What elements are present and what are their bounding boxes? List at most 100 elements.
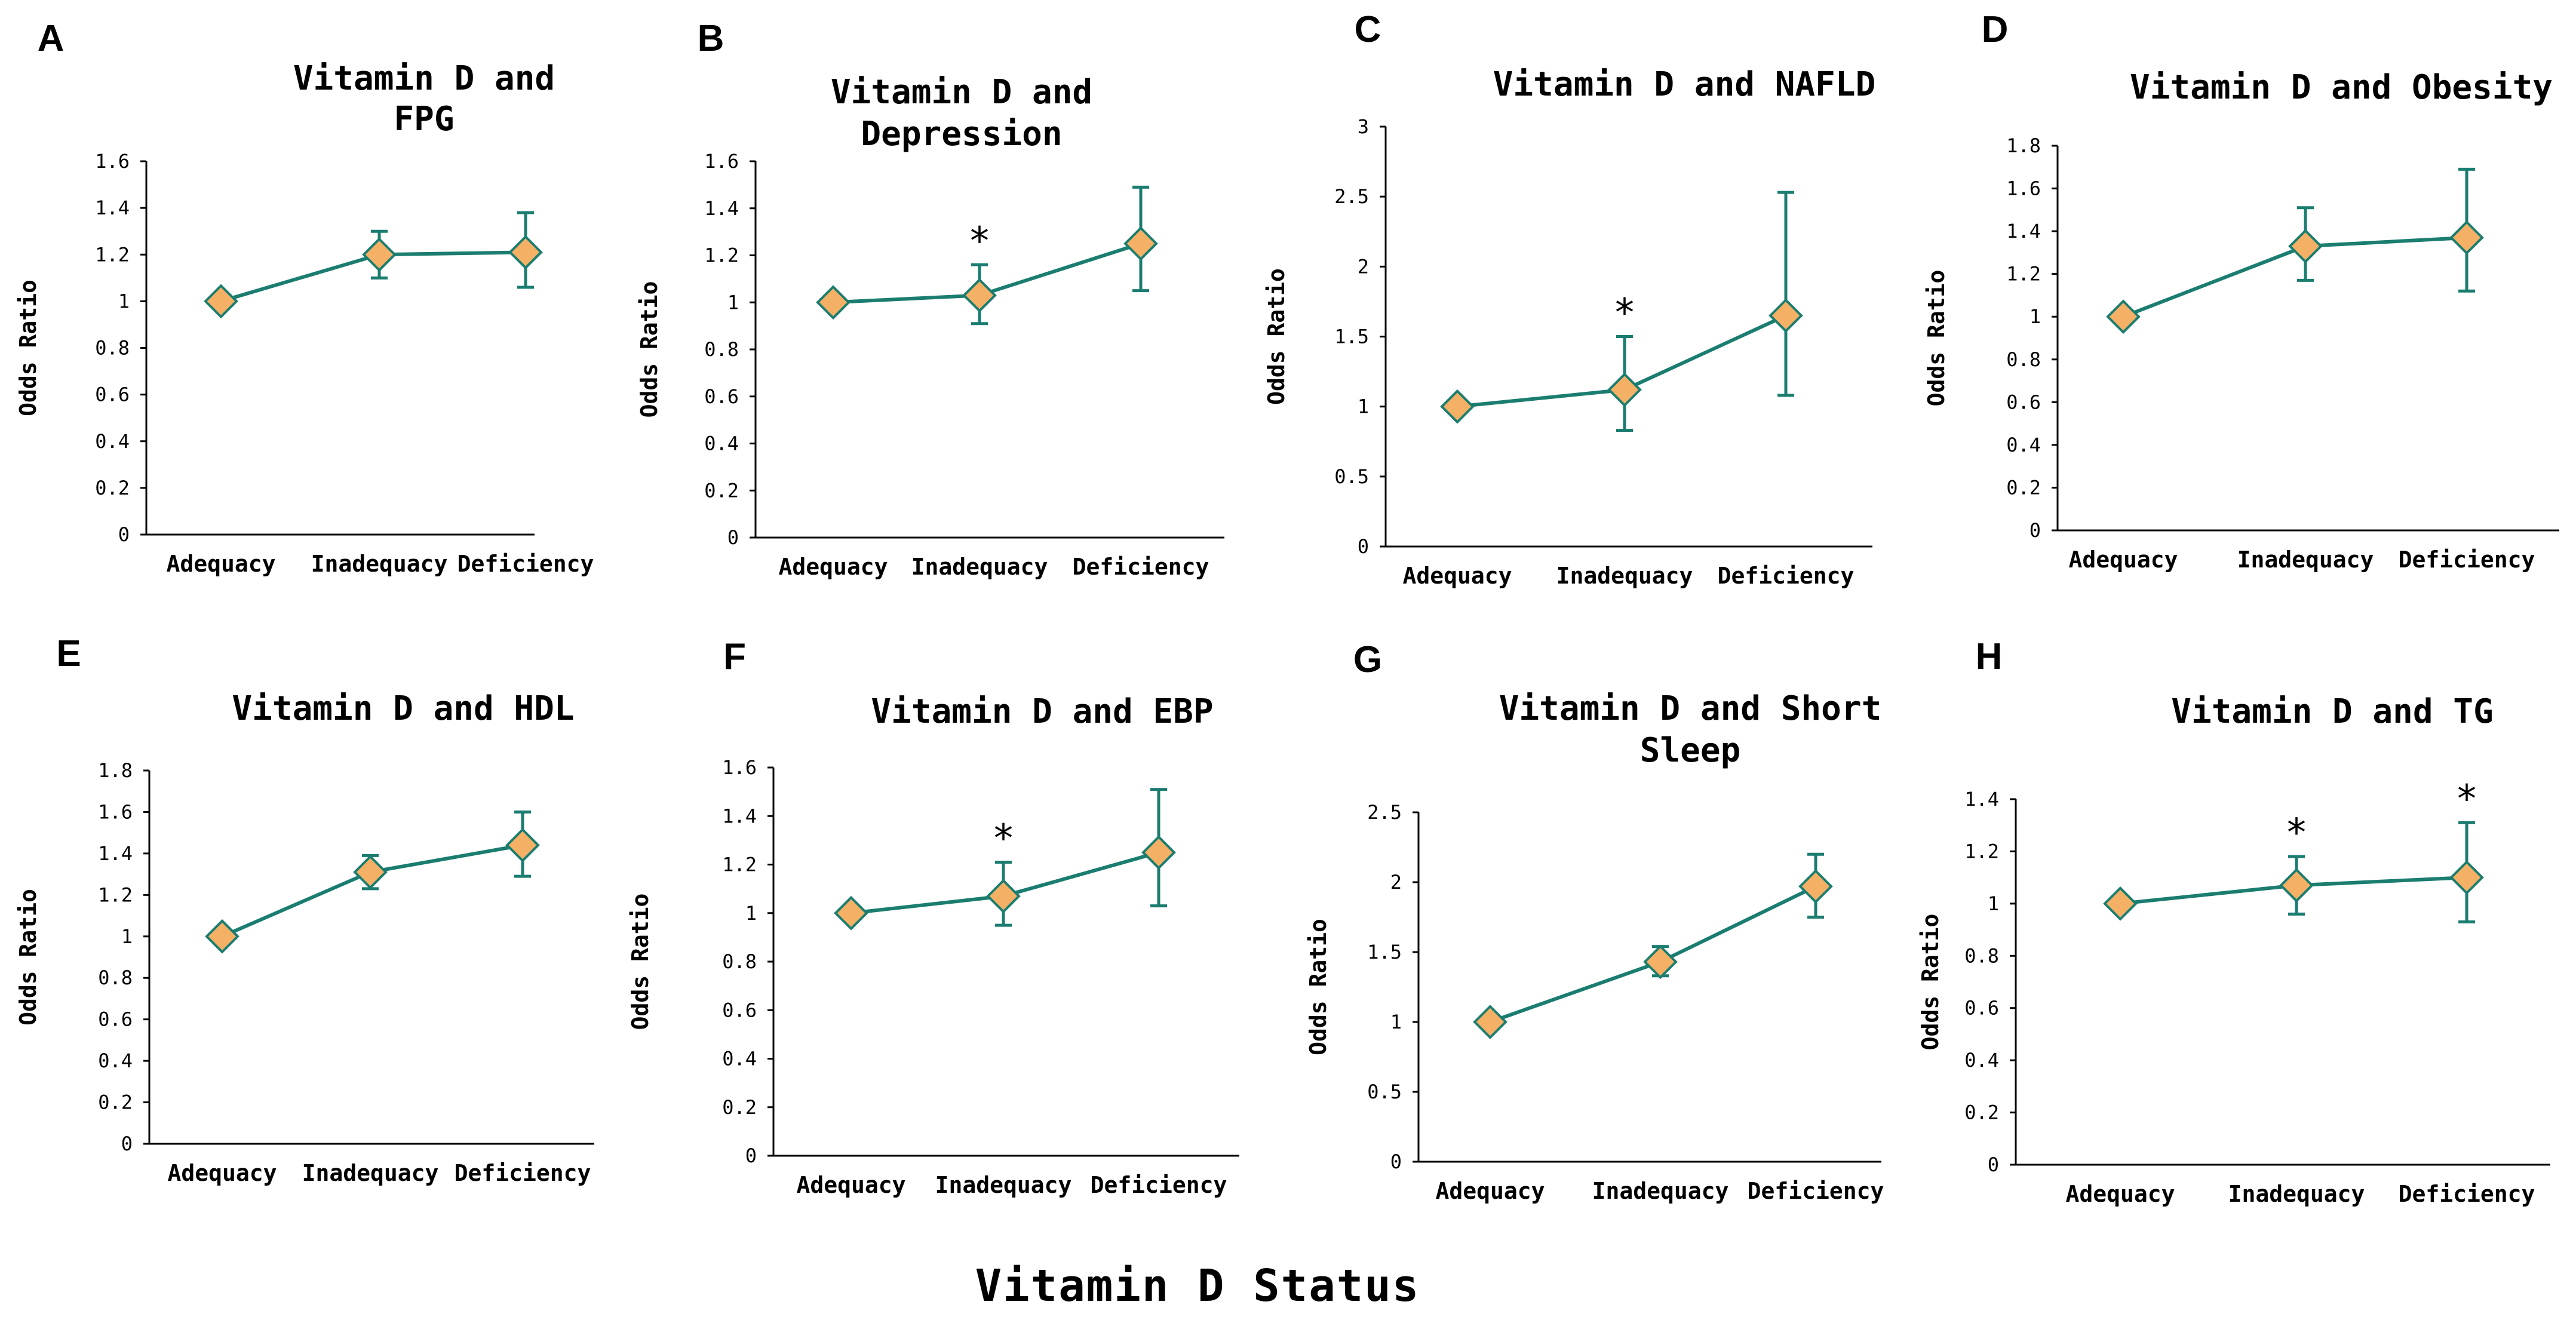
x-tick-label: Adequacy [166, 551, 275, 577]
y-tick-label: 0.6 [704, 385, 739, 408]
y-tick-label: 1.2 [1964, 840, 1999, 862]
y-tick-label: 1 [2030, 305, 2041, 328]
x-tick-label: Deficiency [455, 1160, 591, 1186]
y-tick-label: 1.8 [98, 759, 133, 782]
y-tick-label: 1.5 [1367, 941, 1402, 963]
y-tick-label: 0 [1988, 1153, 1999, 1176]
y-tick-label: 0.4 [2006, 434, 2041, 456]
y-tick-label: 0.8 [2006, 348, 2041, 371]
y-tick-label: 2 [1390, 871, 1402, 894]
x-tick-label: Inadequacy [2237, 547, 2374, 573]
y-tick-label: 0.2 [704, 479, 739, 502]
y-tick-label: 1.6 [95, 150, 130, 173]
y-tick-label: 0.6 [98, 1008, 133, 1031]
x-tick-label: Inadequacy [1556, 563, 1693, 589]
y-tick-label: 1.4 [704, 197, 739, 220]
y-tick-label: 0.2 [98, 1091, 133, 1114]
y-tick-label: 0 [745, 1144, 757, 1167]
data-point-marker [1123, 226, 1158, 261]
y-tick-label: 0.4 [722, 1048, 757, 1070]
data-point-marker [1473, 1005, 1507, 1039]
y-tick-label: 2.5 [1367, 801, 1402, 824]
y-axis-label: Odds Ratio [1917, 914, 1943, 1051]
y-tick-label: 1.6 [98, 800, 133, 823]
data-point-marker [353, 855, 388, 889]
x-tick-label: Deficiency [458, 551, 594, 577]
y-tick-label: 2.5 [1334, 185, 1369, 208]
x-tick-label: Inadequacy [2228, 1181, 2365, 1207]
data-point-marker [986, 879, 1021, 914]
y-tick-label: 0.4 [98, 1049, 133, 1072]
y-tick-label: 0.2 [95, 477, 130, 499]
x-tick-label: Inadequacy [311, 551, 448, 577]
data-point-marker [962, 278, 997, 313]
y-tick-label: 1.5 [1334, 326, 1369, 348]
y-tick-label: 0 [1358, 535, 1369, 558]
y-tick-label: 0.4 [704, 432, 739, 455]
x-tick-label: Adequacy [796, 1172, 905, 1198]
significance-star: * [2457, 777, 2476, 821]
y-tick-label: 0 [118, 523, 130, 546]
y-tick-label: 1.2 [704, 244, 739, 267]
panel-e: E Vitamin D and HDL 0 0.2 0.4 0.6 0.8 1 1.2 1.4 1.… [15, 633, 594, 1186]
x-tick-label: Adequacy [2065, 1181, 2175, 1207]
significance-star: * [2287, 811, 2306, 855]
panel-title: Depression [861, 115, 1062, 154]
data-point-marker [1798, 869, 1833, 904]
y-tick-label: 0.8 [1964, 944, 1999, 967]
significance-star: * [1615, 291, 1634, 336]
data-point-marker [505, 828, 540, 862]
x-tick-label: Deficiency [1073, 554, 1209, 580]
y-axis-label: Odds Ratio [1263, 268, 1289, 405]
y-tick-label: 0.6 [95, 383, 130, 406]
x-tick-label: Adequacy [1402, 563, 1512, 589]
y-axis-label: Odds Ratio [1923, 270, 1949, 407]
data-point-marker [1141, 835, 1176, 870]
y-tick-label: 2 [1358, 255, 1369, 278]
data-point-marker [508, 235, 543, 270]
significance-star: * [994, 816, 1013, 861]
data-point-marker [1643, 944, 1678, 980]
y-tick-label: 0.5 [1367, 1080, 1402, 1103]
y-tick-label: 1 [121, 925, 133, 948]
y-tick-label: 0 [2030, 519, 2041, 542]
x-tick-label: Deficiency [2399, 1181, 2535, 1207]
y-tick-label: 1.2 [2006, 263, 2041, 286]
panel-title: Vitamin D and NAFLD [1493, 65, 1876, 104]
x-tick-label: Adequacy [167, 1160, 277, 1186]
data-point-marker [2288, 229, 2323, 263]
y-tick-label: 0.6 [1964, 997, 1999, 1020]
y-tick-label: 0.5 [1334, 465, 1369, 488]
panel-title: FPG [394, 100, 454, 139]
x-tick-label: Adequacy [778, 554, 888, 580]
y-tick-label: 0.4 [1964, 1049, 1999, 1072]
x-tick-label: Adequacy [2068, 547, 2178, 573]
y-axis-label: Odds Ratio [627, 894, 653, 1030]
y-tick-label: 1.6 [2006, 177, 2041, 200]
y-tick-label: 0 [1390, 1150, 1402, 1173]
data-point-marker [2449, 860, 2484, 895]
y-tick-label: 1.4 [1964, 788, 1999, 811]
panel-letter: D [1982, 9, 2009, 50]
y-tick-label: 0.8 [704, 338, 739, 361]
y-tick-label: 1 [1358, 395, 1369, 418]
y-tick-label: 1.2 [98, 883, 133, 906]
y-tick-label: 0.2 [2006, 476, 2041, 499]
data-point-marker [2106, 299, 2141, 334]
x-tick-label: Deficiency [1718, 563, 1855, 589]
figure-xlabel: Vitamin D Status [975, 1260, 1420, 1312]
y-tick-label: 1.4 [98, 842, 133, 865]
y-tick-label: 1 [745, 902, 757, 925]
panel-title: Vitamin D and [293, 59, 555, 98]
panel-letter: C [1355, 9, 1381, 50]
panel-letter: E [56, 633, 81, 674]
x-tick-label: Inadequacy [935, 1172, 1072, 1198]
x-tick-label: Deficiency [1091, 1172, 1227, 1198]
panel-letter: B [698, 18, 724, 59]
panel-title: Vitamin D and EBP [871, 692, 1213, 731]
y-tick-label: 0.2 [1964, 1101, 1999, 1124]
y-tick-label: 0 [121, 1132, 133, 1155]
y-tick-label: 0.6 [722, 999, 757, 1021]
